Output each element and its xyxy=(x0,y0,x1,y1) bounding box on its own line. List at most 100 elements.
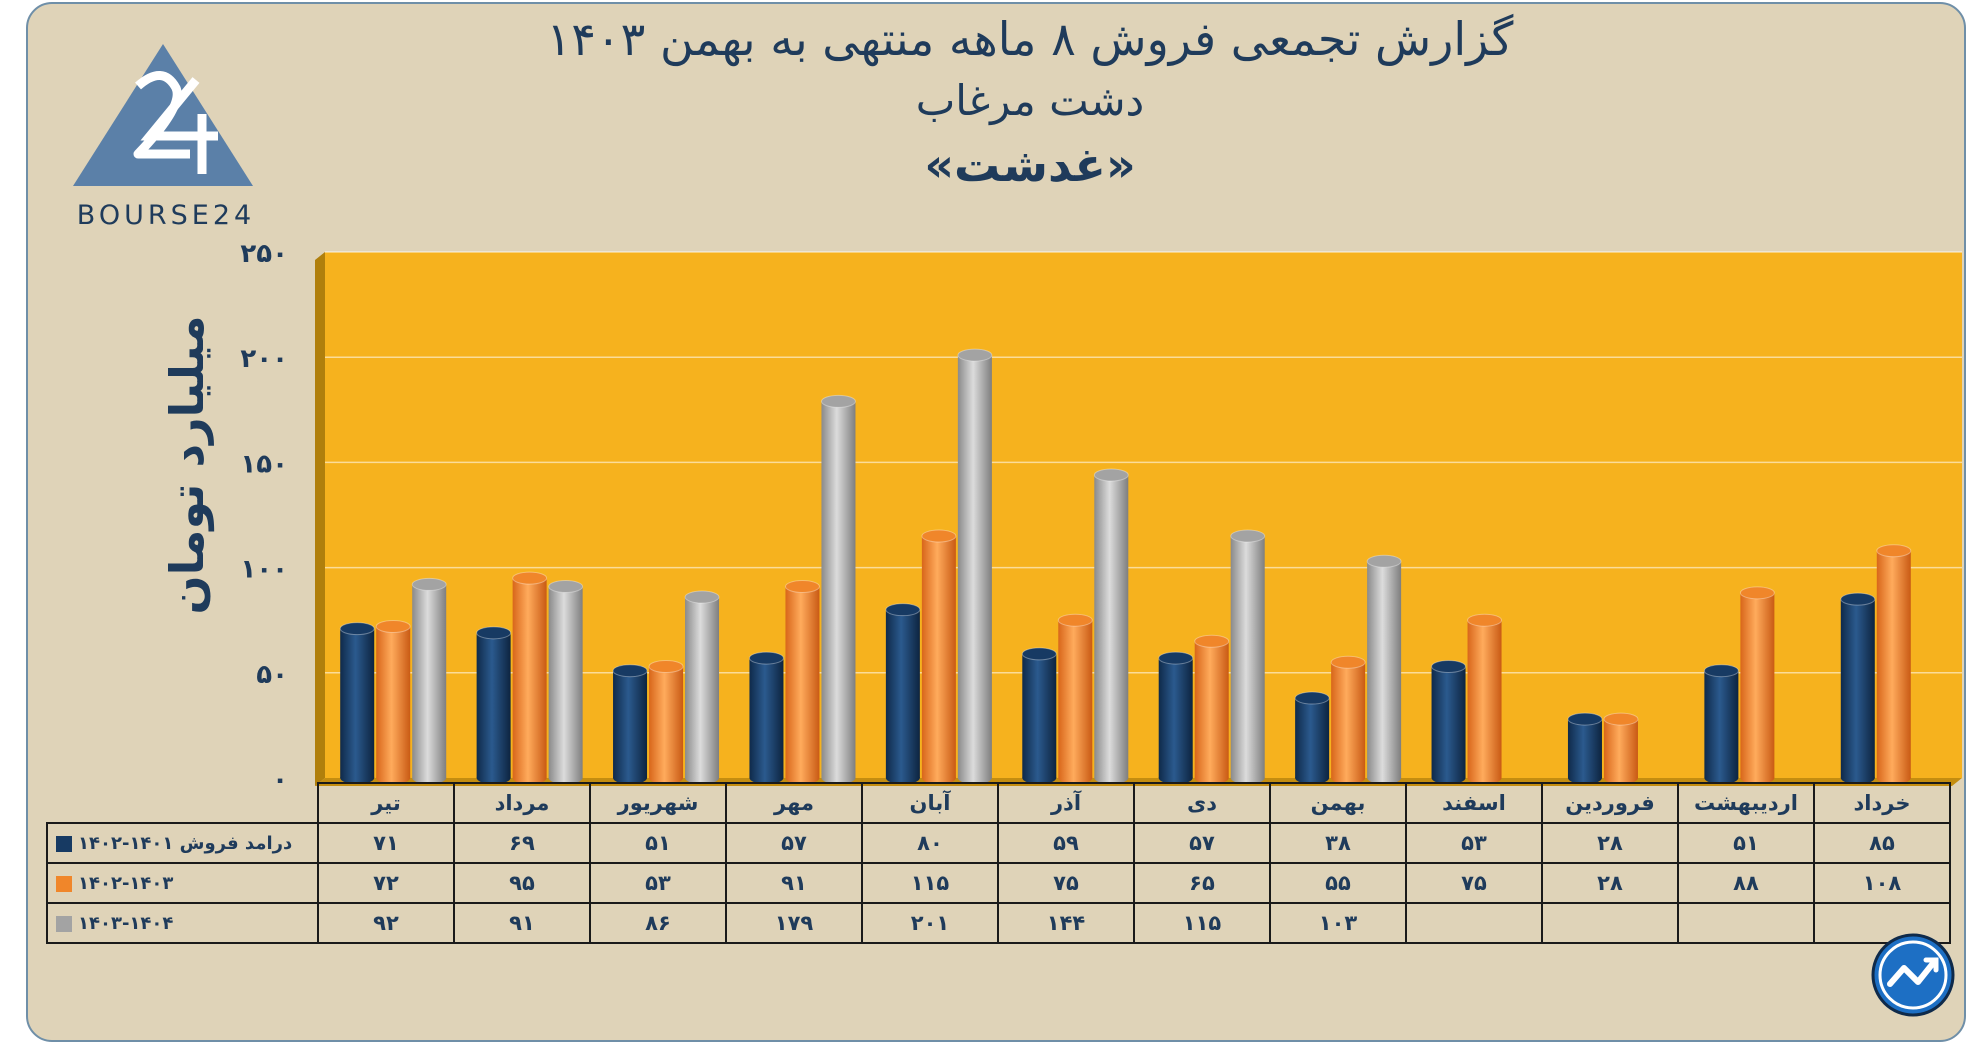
bar-1 xyxy=(1840,592,1876,784)
data-label xyxy=(1677,902,1815,944)
bar-1 xyxy=(885,603,921,784)
bar-2 xyxy=(1603,712,1639,784)
legend-entry: درامد فروش ۱۴۰۱-۱۴۰۲ xyxy=(46,822,319,864)
y-tick-label: ۲۰۰ xyxy=(240,344,288,374)
data-label: ۱۱۵ xyxy=(861,862,999,904)
bar-1 xyxy=(476,626,512,784)
bar-1 xyxy=(612,664,648,784)
bar-3 xyxy=(957,348,993,784)
bar-1 xyxy=(339,622,375,784)
x-tick-label: آبان xyxy=(861,782,999,824)
plot-side-wall xyxy=(315,252,325,786)
bar-2 xyxy=(784,580,820,784)
y-tick-label: ۱۰۰ xyxy=(240,555,288,585)
data-label: ۵۳ xyxy=(1405,822,1543,864)
bar-2 xyxy=(512,571,548,784)
legend-label: ۱۴۰۲-۱۴۰۳ xyxy=(78,872,174,894)
chart-subtitle: دشت مرغاب xyxy=(915,76,1145,125)
legend-swatch xyxy=(56,875,72,892)
data-label: ۹۱ xyxy=(725,862,863,904)
bar-1 xyxy=(1021,647,1057,784)
data-label: ۱۰۳ xyxy=(1269,902,1407,944)
data-label: ۵۷ xyxy=(725,822,863,864)
bar-2 xyxy=(1330,655,1366,784)
data-label: ۵۷ xyxy=(1133,822,1271,864)
y-tick-label: ۲۵۰ xyxy=(240,239,288,269)
bar-1 xyxy=(1294,691,1330,784)
table-corner xyxy=(47,783,319,824)
company-symbol: «غدشت» xyxy=(924,138,1136,192)
bar-3 xyxy=(684,590,720,784)
y-tick-label: ۱۵۰ xyxy=(240,449,288,479)
bar-1 xyxy=(1703,664,1739,784)
data-label: ۵۱ xyxy=(589,822,727,864)
x-tick-label: آذر xyxy=(997,782,1135,824)
bar-1 xyxy=(748,651,784,784)
plot-area xyxy=(325,252,1962,778)
bar-1 xyxy=(1431,659,1467,784)
x-tick-label: بهمن xyxy=(1269,782,1407,824)
data-label: ۵۱ xyxy=(1677,822,1815,864)
legend-entry: ۱۴۰۲-۱۴۰۳ xyxy=(46,862,319,904)
bar-3 xyxy=(1093,468,1129,784)
x-tick-label: مرداد xyxy=(453,782,591,824)
data-label: ۸۰ xyxy=(861,822,999,864)
x-tick-label: اردیبهشت xyxy=(1677,782,1815,824)
data-label: ۲۸ xyxy=(1541,822,1679,864)
legend-entry: ۱۴۰۳-۱۴۰۴ xyxy=(46,902,319,944)
data-label: ۸۶ xyxy=(589,902,727,944)
data-label: ۷۱ xyxy=(317,822,455,864)
bar-3 xyxy=(548,580,584,784)
bar-2 xyxy=(375,620,411,784)
data-label: ۶۵ xyxy=(1133,862,1271,904)
data-label: ۹۵ xyxy=(453,862,591,904)
data-label: ۵۵ xyxy=(1269,862,1407,904)
bar-3 xyxy=(820,394,856,784)
x-tick-label: خرداد xyxy=(1813,782,1951,824)
data-label: ۹۱ xyxy=(453,902,591,944)
x-tick-label: اسفند xyxy=(1405,782,1543,824)
table-row: ۱۴۰۲-۱۴۰۳ ۷۲ ۹۵ ۵۳ ۹۱ ۱۱۵ ۷۵ ۶۵ ۵۵ ۷۵ ۲۸ ۸۸ ۱۰۸ xyxy=(46,862,1951,904)
data-label: ۷۵ xyxy=(997,862,1135,904)
data-label xyxy=(1405,902,1543,944)
bar-3 xyxy=(1366,554,1402,784)
data-label: ۸۵ xyxy=(1813,822,1951,864)
legend-swatch xyxy=(56,835,72,852)
x-tick-label: مهر xyxy=(725,782,863,824)
bar-1 xyxy=(1567,712,1603,784)
legend-swatch xyxy=(56,915,72,932)
data-label: ۸۸ xyxy=(1677,862,1815,904)
x-tick-label: شهریور xyxy=(589,782,727,824)
bar-2 xyxy=(1194,634,1230,784)
bar-2 xyxy=(1739,586,1775,784)
bar-3 xyxy=(1230,529,1266,784)
bar-3 xyxy=(411,577,447,784)
y-tick-label: ۵۰ xyxy=(256,660,288,690)
bar-2 xyxy=(921,529,957,784)
data-table: تیر مرداد شهریور مهر آبان آذر دی بهمن اسفند فرورد… xyxy=(46,782,1951,944)
bar-1 xyxy=(1158,651,1194,784)
logo-text: BOURSE24 xyxy=(77,200,255,231)
data-label: ۷۵ xyxy=(1405,862,1543,904)
data-label: ۱۱۵ xyxy=(1133,902,1271,944)
x-tick-label: تیر xyxy=(317,782,455,824)
legend-label: ۱۴۰۳-۱۴۰۴ xyxy=(78,912,174,934)
data-label: ۵۳ xyxy=(589,862,727,904)
chart-title: گزارش تجمعی فروش ۸ ماهه منتهی به بهمن ۱۴… xyxy=(546,12,1514,66)
data-label: ۹۲ xyxy=(317,902,455,944)
bar-2 xyxy=(648,659,684,784)
data-label: ۱۷۹ xyxy=(725,902,863,944)
data-label: ۷۲ xyxy=(317,862,455,904)
data-label: ۳۸ xyxy=(1269,822,1407,864)
x-tick-label: دی xyxy=(1133,782,1271,824)
data-label: ۶۹ xyxy=(453,822,591,864)
data-label xyxy=(1541,902,1679,944)
brand-badge-icon xyxy=(1870,932,1956,1022)
data-label: ۲۰۱ xyxy=(861,902,999,944)
bar-2 xyxy=(1876,544,1912,784)
table-row: ۱۴۰۳-۱۴۰۴ ۹۲ ۹۱ ۸۶ ۱۷۹ ۲۰۱ ۱۴۴ ۱۱۵ ۱۰۳ xyxy=(46,902,1951,944)
data-label: ۲۸ xyxy=(1541,862,1679,904)
bar-2 xyxy=(1467,613,1503,784)
data-label: ۵۹ xyxy=(997,822,1135,864)
data-label: ۱۰۸ xyxy=(1813,862,1951,904)
